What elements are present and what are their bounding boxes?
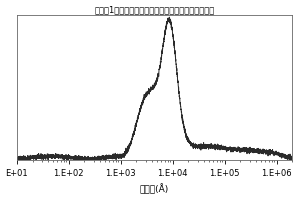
Title: 实施兠1制造的锂镁锨复合氧化物粉末的细孔分布曲线: 实施兠1制造的锂镁锨复合氧化物粉末的细孔分布曲线 xyxy=(94,6,215,15)
X-axis label: 孔径度(Å): 孔径度(Å) xyxy=(140,184,169,194)
